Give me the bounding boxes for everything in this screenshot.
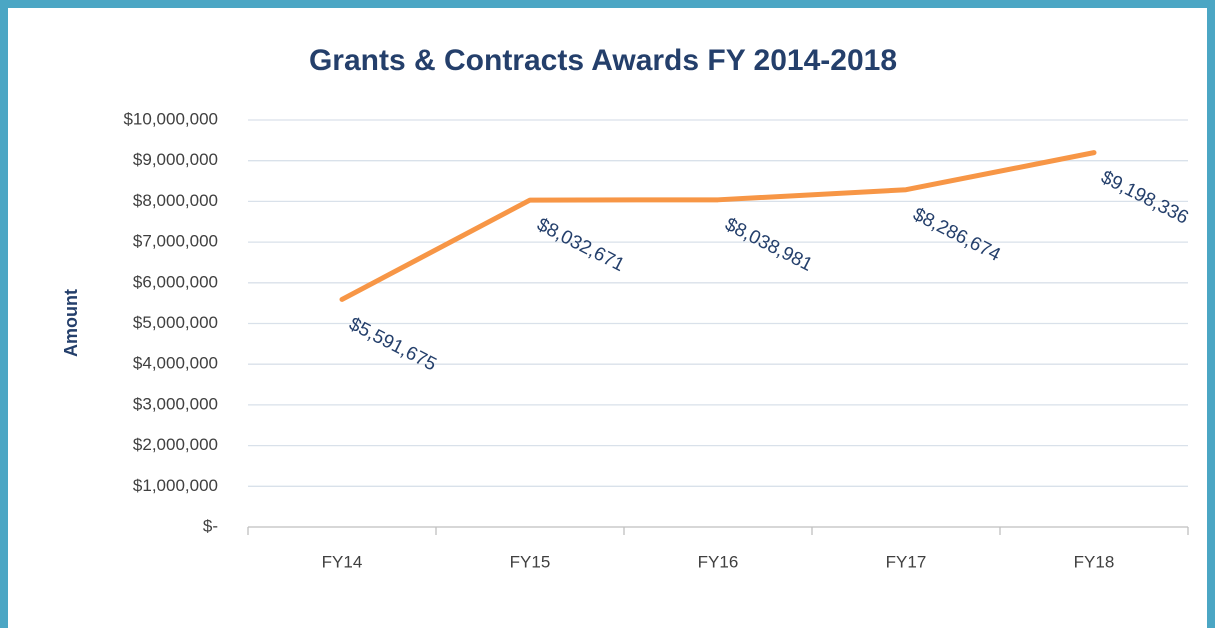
- x-tick-label: FY16: [698, 552, 739, 571]
- y-tick-label: $3,000,000: [133, 394, 218, 413]
- x-tick-label: FY15: [510, 552, 551, 571]
- chart-title: Grants & Contracts Awards FY 2014-2018: [309, 44, 897, 77]
- y-tick-label: $-: [203, 516, 218, 535]
- x-tick-label: FY17: [886, 552, 927, 571]
- y-tick-label: $8,000,000: [133, 191, 218, 210]
- data-label: $9,198,336: [1097, 167, 1191, 229]
- y-tick-label: $7,000,000: [133, 232, 218, 251]
- x-tick-label: FY18: [1074, 552, 1115, 571]
- y-axis-label: Amount: [61, 289, 81, 357]
- y-tick-label: $10,000,000: [123, 109, 218, 128]
- data-label: $8,286,674: [909, 204, 1004, 266]
- y-tick-label: $6,000,000: [133, 272, 218, 291]
- y-tick-label: $5,000,000: [133, 313, 218, 332]
- data-label: $8,038,981: [721, 214, 815, 276]
- x-tick-label: FY14: [322, 552, 363, 571]
- line: [339, 150, 1097, 302]
- data-label: $8,032,671: [533, 214, 627, 276]
- y-tick-label: $1,000,000: [133, 476, 218, 495]
- y-tick-label: $2,000,000: [133, 435, 218, 454]
- y-tick-label: $9,000,000: [133, 150, 218, 169]
- y-tick-label: $4,000,000: [133, 354, 218, 373]
